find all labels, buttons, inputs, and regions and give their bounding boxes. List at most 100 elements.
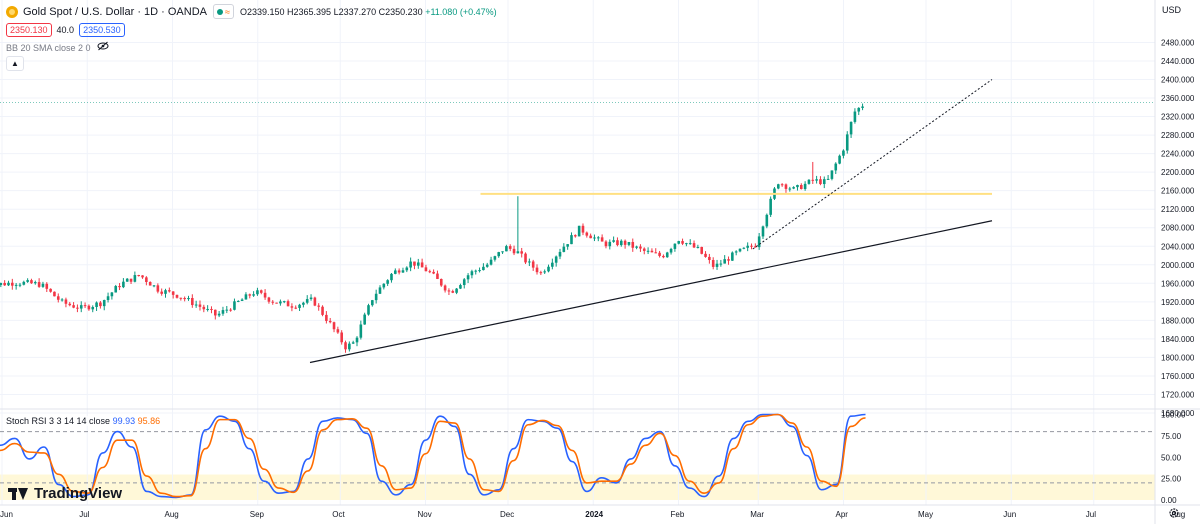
candle-body [665, 252, 669, 258]
candle [459, 283, 462, 290]
ohlc-values: O2339.150 H2365.395 L2337.270 C2350.230 … [240, 7, 497, 17]
candle-body [248, 294, 252, 296]
candles [0, 103, 864, 353]
currency-selector[interactable]: USD [1158, 3, 1200, 17]
candle [26, 278, 29, 283]
candle [344, 340, 347, 353]
candle [528, 258, 531, 267]
candle [145, 276, 148, 286]
candle-body [807, 179, 811, 184]
candle [18, 282, 22, 288]
candle-body [332, 322, 336, 330]
candle [842, 149, 845, 159]
gear-icon[interactable] [1168, 507, 1180, 522]
candle-body [420, 262, 424, 268]
candle [122, 278, 125, 289]
sell-price-button[interactable]: 2350.130 [6, 23, 52, 37]
tradingview-logo-icon [8, 487, 30, 500]
candle [225, 305, 229, 314]
candle [830, 170, 834, 181]
candle-body [750, 245, 753, 247]
candle-body [382, 283, 386, 288]
candle [654, 248, 658, 254]
candle [765, 213, 769, 229]
candle-body [191, 298, 194, 306]
candle [516, 196, 520, 254]
indicator-row[interactable]: BB 20 SMA close 2 0 [6, 41, 109, 54]
candle [619, 239, 623, 247]
candle-body [187, 298, 190, 300]
stoch-rsi-legend[interactable]: Stoch RSI 3 3 14 14 close 99.93 95.86 [6, 416, 161, 426]
candle [665, 251, 669, 258]
candle [547, 264, 550, 273]
candle [551, 258, 554, 270]
candle [160, 288, 163, 296]
market-status-button[interactable]: ≈ [213, 4, 234, 19]
candle [562, 243, 566, 253]
candle-body [0, 282, 3, 285]
candle-body [60, 299, 64, 301]
candle [742, 247, 746, 250]
eye-hidden-icon[interactable] [97, 41, 109, 54]
candle-body [528, 261, 531, 263]
y-tick-label: 2160.000 [1161, 187, 1195, 196]
stoch-series-d [0, 413, 866, 498]
candle [861, 103, 864, 111]
candle-body [704, 253, 707, 257]
candle-body [669, 248, 673, 253]
candle-body [171, 291, 175, 295]
candle-body [344, 342, 347, 350]
candle [302, 301, 305, 308]
candle-body [409, 261, 412, 268]
buy-price-button[interactable]: 2350.530 [79, 23, 125, 37]
bollinger-indicator-label[interactable]: BB 20 SMA close 2 0 [6, 42, 91, 53]
candle-body [547, 266, 550, 272]
candle-body [141, 275, 144, 278]
y-tick-label: 1920.000 [1161, 298, 1195, 307]
symbol-title[interactable]: Gold Spot / U.S. Dollar · 1D · OANDA [23, 5, 207, 18]
candle-body [696, 246, 700, 248]
candle [723, 255, 726, 264]
ohlc-close: C2350.230 [378, 6, 423, 17]
candle-body [635, 246, 638, 248]
candle [719, 259, 723, 267]
candle-body [424, 267, 428, 272]
candle-body [233, 301, 236, 310]
candle [845, 131, 849, 154]
steep-trendline [752, 79, 993, 250]
x-tick-label: Jul [1086, 510, 1096, 519]
candle [244, 292, 248, 300]
candle-body [501, 251, 504, 253]
candle-body [3, 282, 6, 286]
candle [206, 305, 209, 312]
candle [409, 257, 412, 272]
candle [432, 269, 435, 275]
candle [68, 301, 72, 307]
candle [631, 238, 635, 252]
candle [256, 287, 259, 296]
candle [520, 247, 523, 258]
candle [95, 301, 98, 311]
candle [646, 247, 650, 255]
candle-body [459, 285, 462, 289]
tradingview-logo[interactable]: TradingView [8, 485, 122, 502]
candle [623, 239, 627, 249]
candle-body [819, 179, 822, 185]
candle [539, 270, 543, 276]
candle-body [845, 134, 849, 151]
candle-body [64, 299, 68, 304]
candle-body [217, 313, 221, 316]
candle-body [658, 252, 661, 256]
symbol-row[interactable]: Gold Spot / U.S. Dollar · 1D · OANDA ≈ O… [6, 4, 497, 19]
y-tick-label: 2240.000 [1161, 150, 1195, 159]
collapse-legend-button[interactable]: ▲ [6, 56, 24, 71]
candle-body [355, 337, 359, 343]
candle [784, 183, 788, 193]
candle-body [275, 302, 278, 304]
y-tick-label: 2000.000 [1161, 261, 1195, 270]
ohlc-change: +11.080 (+0.47%) [425, 6, 497, 17]
candle [508, 244, 512, 252]
candle [428, 269, 432, 274]
candle-body [210, 308, 213, 310]
